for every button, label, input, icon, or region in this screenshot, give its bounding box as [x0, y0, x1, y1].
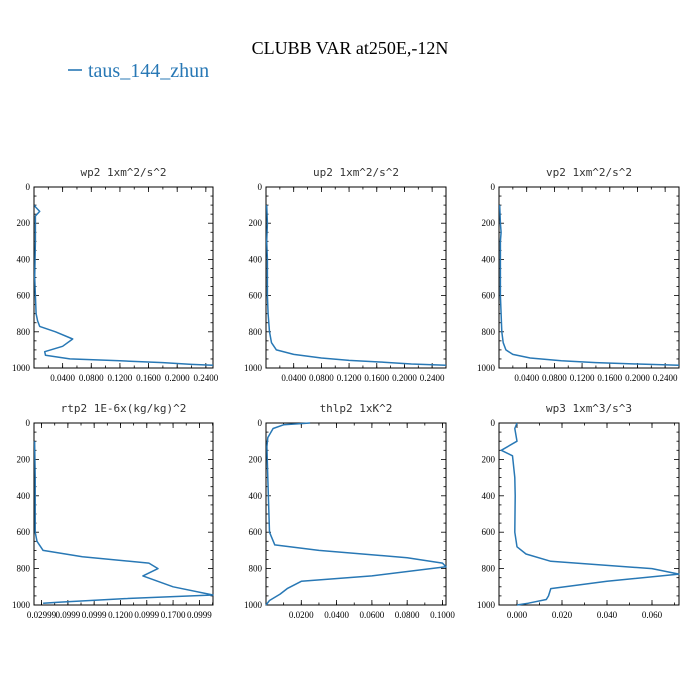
y-tick-label: 400: [249, 491, 263, 501]
panel-title: wp2 1xm^2/s^2: [80, 166, 166, 179]
y-tick-label: 400: [249, 254, 263, 264]
y-tick-label: 400: [482, 254, 496, 264]
x-tick-label: 0.02999: [27, 610, 57, 620]
y-tick-label: 200: [249, 218, 263, 228]
x-tick-label: 0.1200: [108, 373, 133, 383]
x-tick-label: 0.0400: [281, 373, 306, 383]
y-tick-label: 200: [482, 218, 496, 228]
y-tick-label: 0: [491, 418, 496, 428]
y-tick-label: 200: [249, 454, 263, 464]
plot-frame: [498, 422, 680, 606]
panel-title: vp2 1xm^2/s^2: [546, 166, 632, 179]
y-tick-label: 400: [17, 491, 31, 501]
y-tick-label: 0: [26, 182, 31, 192]
series-line: [33, 441, 214, 604]
x-tick-label: 0.1700: [161, 610, 186, 620]
x-tick-label: 0.2000: [392, 373, 417, 383]
x-tick-label: 0.0999: [187, 610, 212, 620]
y-tick-label: 600: [249, 527, 263, 537]
y-tick-label: 800: [482, 564, 496, 574]
legend-label: taus_144_zhun: [88, 60, 209, 82]
x-tick-label: 0.0400: [514, 373, 539, 383]
plot-frame: [33, 186, 214, 369]
x-tick-label: 0.2400: [653, 373, 678, 383]
y-tick-label: 400: [482, 491, 496, 501]
legend: taus_144_zhun: [68, 60, 209, 82]
panel-4: rtp2 1E-6x(kg/kg)^2 0 200 400 600 800 10000.02…: [12, 402, 214, 620]
panel-title: rtp2 1E-6x(kg/kg)^2: [61, 402, 187, 415]
x-tick-label: 0.0800: [395, 610, 420, 620]
x-tick-label: 0.040: [597, 610, 618, 620]
x-tick-label: 0.0800: [542, 373, 567, 383]
series-line: [33, 204, 214, 367]
y-tick-label: 800: [17, 327, 31, 337]
series-line: [500, 422, 680, 606]
y-tick-label: 200: [17, 218, 31, 228]
x-tick-label: 0.1200: [108, 610, 133, 620]
y-tick-label: 0: [491, 182, 496, 192]
x-tick-label: 0.0600: [360, 610, 385, 620]
plot-frame: [265, 186, 447, 369]
plot-frame: [33, 422, 214, 606]
y-tick-label: 0: [26, 418, 31, 428]
x-tick-label: 0.2400: [420, 373, 445, 383]
series-line: [498, 205, 680, 367]
y-tick-label: 0: [258, 418, 263, 428]
x-tick-label: 0.0999: [134, 610, 159, 620]
panel-1: wp2 1xm^2/s^2 0 200 400 600 800 1000 0.0400 0.08…: [12, 166, 219, 383]
y-tick-label: 600: [482, 527, 496, 537]
panel-title: thlp2 1xK^2: [320, 402, 393, 415]
y-tick-label: 1000: [12, 600, 31, 610]
y-tick-label: 600: [17, 527, 31, 537]
panel-6: wp3 1xm^3/s^3 0 200 400 600 800 1000 0.000 0.020…: [477, 402, 680, 620]
y-tick-label: 600: [249, 291, 263, 301]
y-tick-label: 1000: [244, 363, 263, 373]
panel-title: up2 1xm^2/s^2: [313, 166, 399, 179]
x-tick-label: 0.1600: [597, 373, 622, 383]
x-tick-label: 0.000: [507, 610, 528, 620]
y-tick-label: 1000: [477, 600, 496, 610]
y-tick-label: 800: [249, 564, 263, 574]
panel-2: up2 1xm^2/s^2 0 200 400 600 800 1000 0.0400 0.08…: [244, 166, 447, 383]
x-tick-label: 0.1600: [136, 373, 161, 383]
y-tick-label: 600: [17, 291, 31, 301]
y-tick-label: 800: [482, 327, 496, 337]
x-tick-label: 0.1200: [570, 373, 595, 383]
x-tick-label: 0.020: [552, 610, 573, 620]
x-tick-label: 0.2400: [193, 373, 218, 383]
x-tick-label: 0.0200: [289, 610, 314, 620]
x-tick-label: 0.1200: [337, 373, 362, 383]
x-tick-label: 0.1600: [364, 373, 389, 383]
y-tick-label: 1000: [244, 600, 263, 610]
figure-title: CLUBB VAR at250E,-12N: [252, 38, 449, 58]
y-tick-label: 0: [258, 182, 263, 192]
y-tick-label: 800: [17, 564, 31, 574]
x-tick-label: 0.060: [642, 610, 663, 620]
x-tick-label: 0.2000: [625, 373, 650, 383]
x-tick-label: 0.1000: [430, 610, 455, 620]
x-tick-label: 0.0400: [50, 373, 75, 383]
x-tick-label: 0.0999: [82, 610, 107, 620]
y-tick-label: 400: [17, 254, 31, 264]
x-tick-label: 0.2000: [165, 373, 190, 383]
panel-3: vp2 1xm^2/s^2 0 200 400 600 800 1000 0.0400 0.08…: [477, 166, 680, 383]
series-line: [265, 422, 447, 606]
y-tick-label: 600: [482, 291, 496, 301]
y-tick-label: 200: [17, 454, 31, 464]
x-tick-label: 0.0800: [79, 373, 104, 383]
y-tick-label: 200: [482, 454, 496, 464]
y-tick-label: 800: [249, 327, 263, 337]
panel-title: wp3 1xm^3/s^3: [546, 402, 632, 415]
x-tick-label: 0.0400: [324, 610, 349, 620]
y-tick-label: 1000: [477, 363, 496, 373]
x-tick-label: 0.0800: [309, 373, 334, 383]
panel-5: thlp2 1xK^2 0 200 400 600 800 1000 0.0200 0.0400…: [244, 402, 455, 620]
plot-frame: [498, 186, 680, 369]
x-tick-label: 0.0999: [55, 610, 80, 620]
series-line: [265, 205, 447, 367]
y-tick-label: 1000: [12, 363, 31, 373]
